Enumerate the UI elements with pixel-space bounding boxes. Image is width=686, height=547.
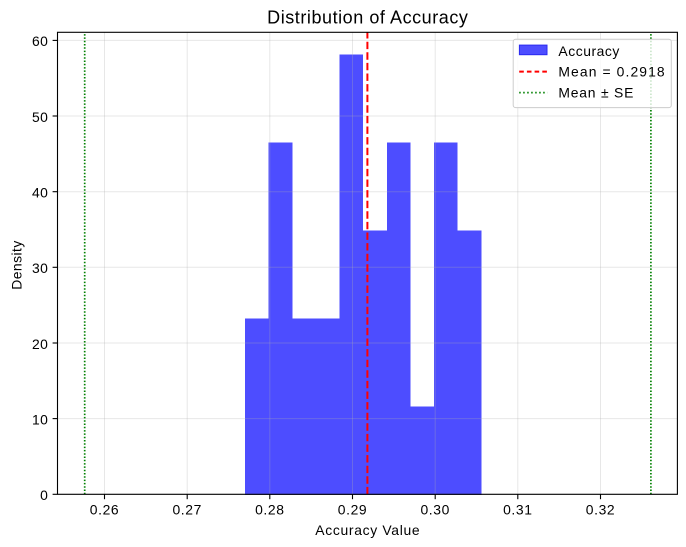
- svg-text:0.32: 0.32: [586, 502, 615, 518]
- svg-text:40: 40: [32, 185, 48, 201]
- svg-text:50: 50: [32, 109, 48, 125]
- svg-text:10: 10: [32, 411, 48, 427]
- svg-text:0: 0: [40, 487, 48, 503]
- svg-text:Density: Density: [9, 240, 25, 289]
- svg-text:Mean ± SE: Mean ± SE: [558, 84, 634, 100]
- svg-text:Distribution of Accuracy: Distribution of Accuracy: [267, 8, 468, 28]
- svg-text:Mean = 0.2918: Mean = 0.2918: [558, 63, 665, 79]
- svg-text:0.31: 0.31: [503, 502, 532, 518]
- svg-text:20: 20: [32, 336, 48, 352]
- svg-text:0.29: 0.29: [338, 502, 367, 518]
- svg-text:0.28: 0.28: [255, 502, 284, 518]
- svg-text:0.30: 0.30: [420, 502, 449, 518]
- svg-text:Accuracy Value: Accuracy Value: [315, 522, 420, 538]
- svg-text:0.26: 0.26: [90, 502, 119, 518]
- svg-text:30: 30: [32, 260, 48, 276]
- svg-text:Accuracy: Accuracy: [558, 43, 620, 59]
- svg-text:0.27: 0.27: [172, 502, 201, 518]
- svg-text:60: 60: [32, 33, 48, 49]
